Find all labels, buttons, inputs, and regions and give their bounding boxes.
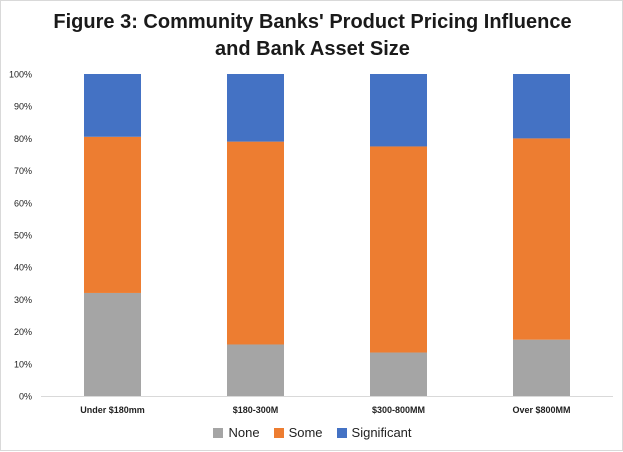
bar-significant-2: [370, 74, 427, 147]
bar-none-2: [370, 352, 427, 396]
y-tick-label: 40%: [14, 263, 32, 273]
y-tick-label: 80%: [14, 134, 32, 144]
legend-swatch-significant: [336, 427, 347, 438]
bar-significant-1: [227, 74, 284, 142]
x-tick-label: $180-300M: [233, 405, 279, 415]
x-tick-label: Over $800MM: [512, 405, 570, 415]
y-tick-label: 50%: [14, 231, 32, 241]
bar-some-1: [227, 141, 284, 345]
bar-none-0: [84, 292, 141, 396]
legend-item-none: None: [213, 425, 260, 440]
legend-label-significant: Significant: [351, 425, 412, 440]
x-tick-label: Under $180mm: [80, 405, 145, 415]
bar-none-1: [227, 344, 284, 396]
bar-some-0: [84, 136, 141, 293]
bar-some-3: [513, 138, 570, 340]
legend-label-none: None: [228, 425, 260, 440]
legend: None Some Significant: [1, 425, 623, 440]
y-tick-label: 100%: [9, 70, 32, 80]
bar-significant-3: [513, 74, 570, 139]
chart-title-line-1: Figure 3: Community Banks' Product Prici…: [53, 11, 572, 33]
legend-swatch-none: [213, 427, 224, 438]
legend-item-some: Some: [273, 425, 323, 440]
legend-item-significant: Significant: [336, 425, 412, 440]
bar-significant-0: [84, 74, 141, 137]
legend-label-some: Some: [288, 425, 323, 440]
bar-none-3: [513, 339, 570, 396]
bar-some-2: [370, 146, 427, 353]
y-tick-label: 0%: [19, 392, 32, 402]
y-tick-label: 10%: [14, 359, 32, 369]
y-tick-label: 70%: [14, 166, 32, 176]
y-tick-label: 30%: [14, 295, 32, 305]
y-tick-label: 60%: [14, 198, 32, 208]
x-tick-label: $300-800MM: [372, 405, 425, 415]
chart-title: Figure 3: Community Banks' Product Prici…: [1, 9, 623, 63]
chart-title-line-2: and Bank Asset Size: [215, 38, 410, 60]
legend-swatch-some: [273, 427, 284, 438]
y-tick-label: 90%: [14, 102, 32, 112]
y-tick-label: 20%: [14, 327, 32, 337]
